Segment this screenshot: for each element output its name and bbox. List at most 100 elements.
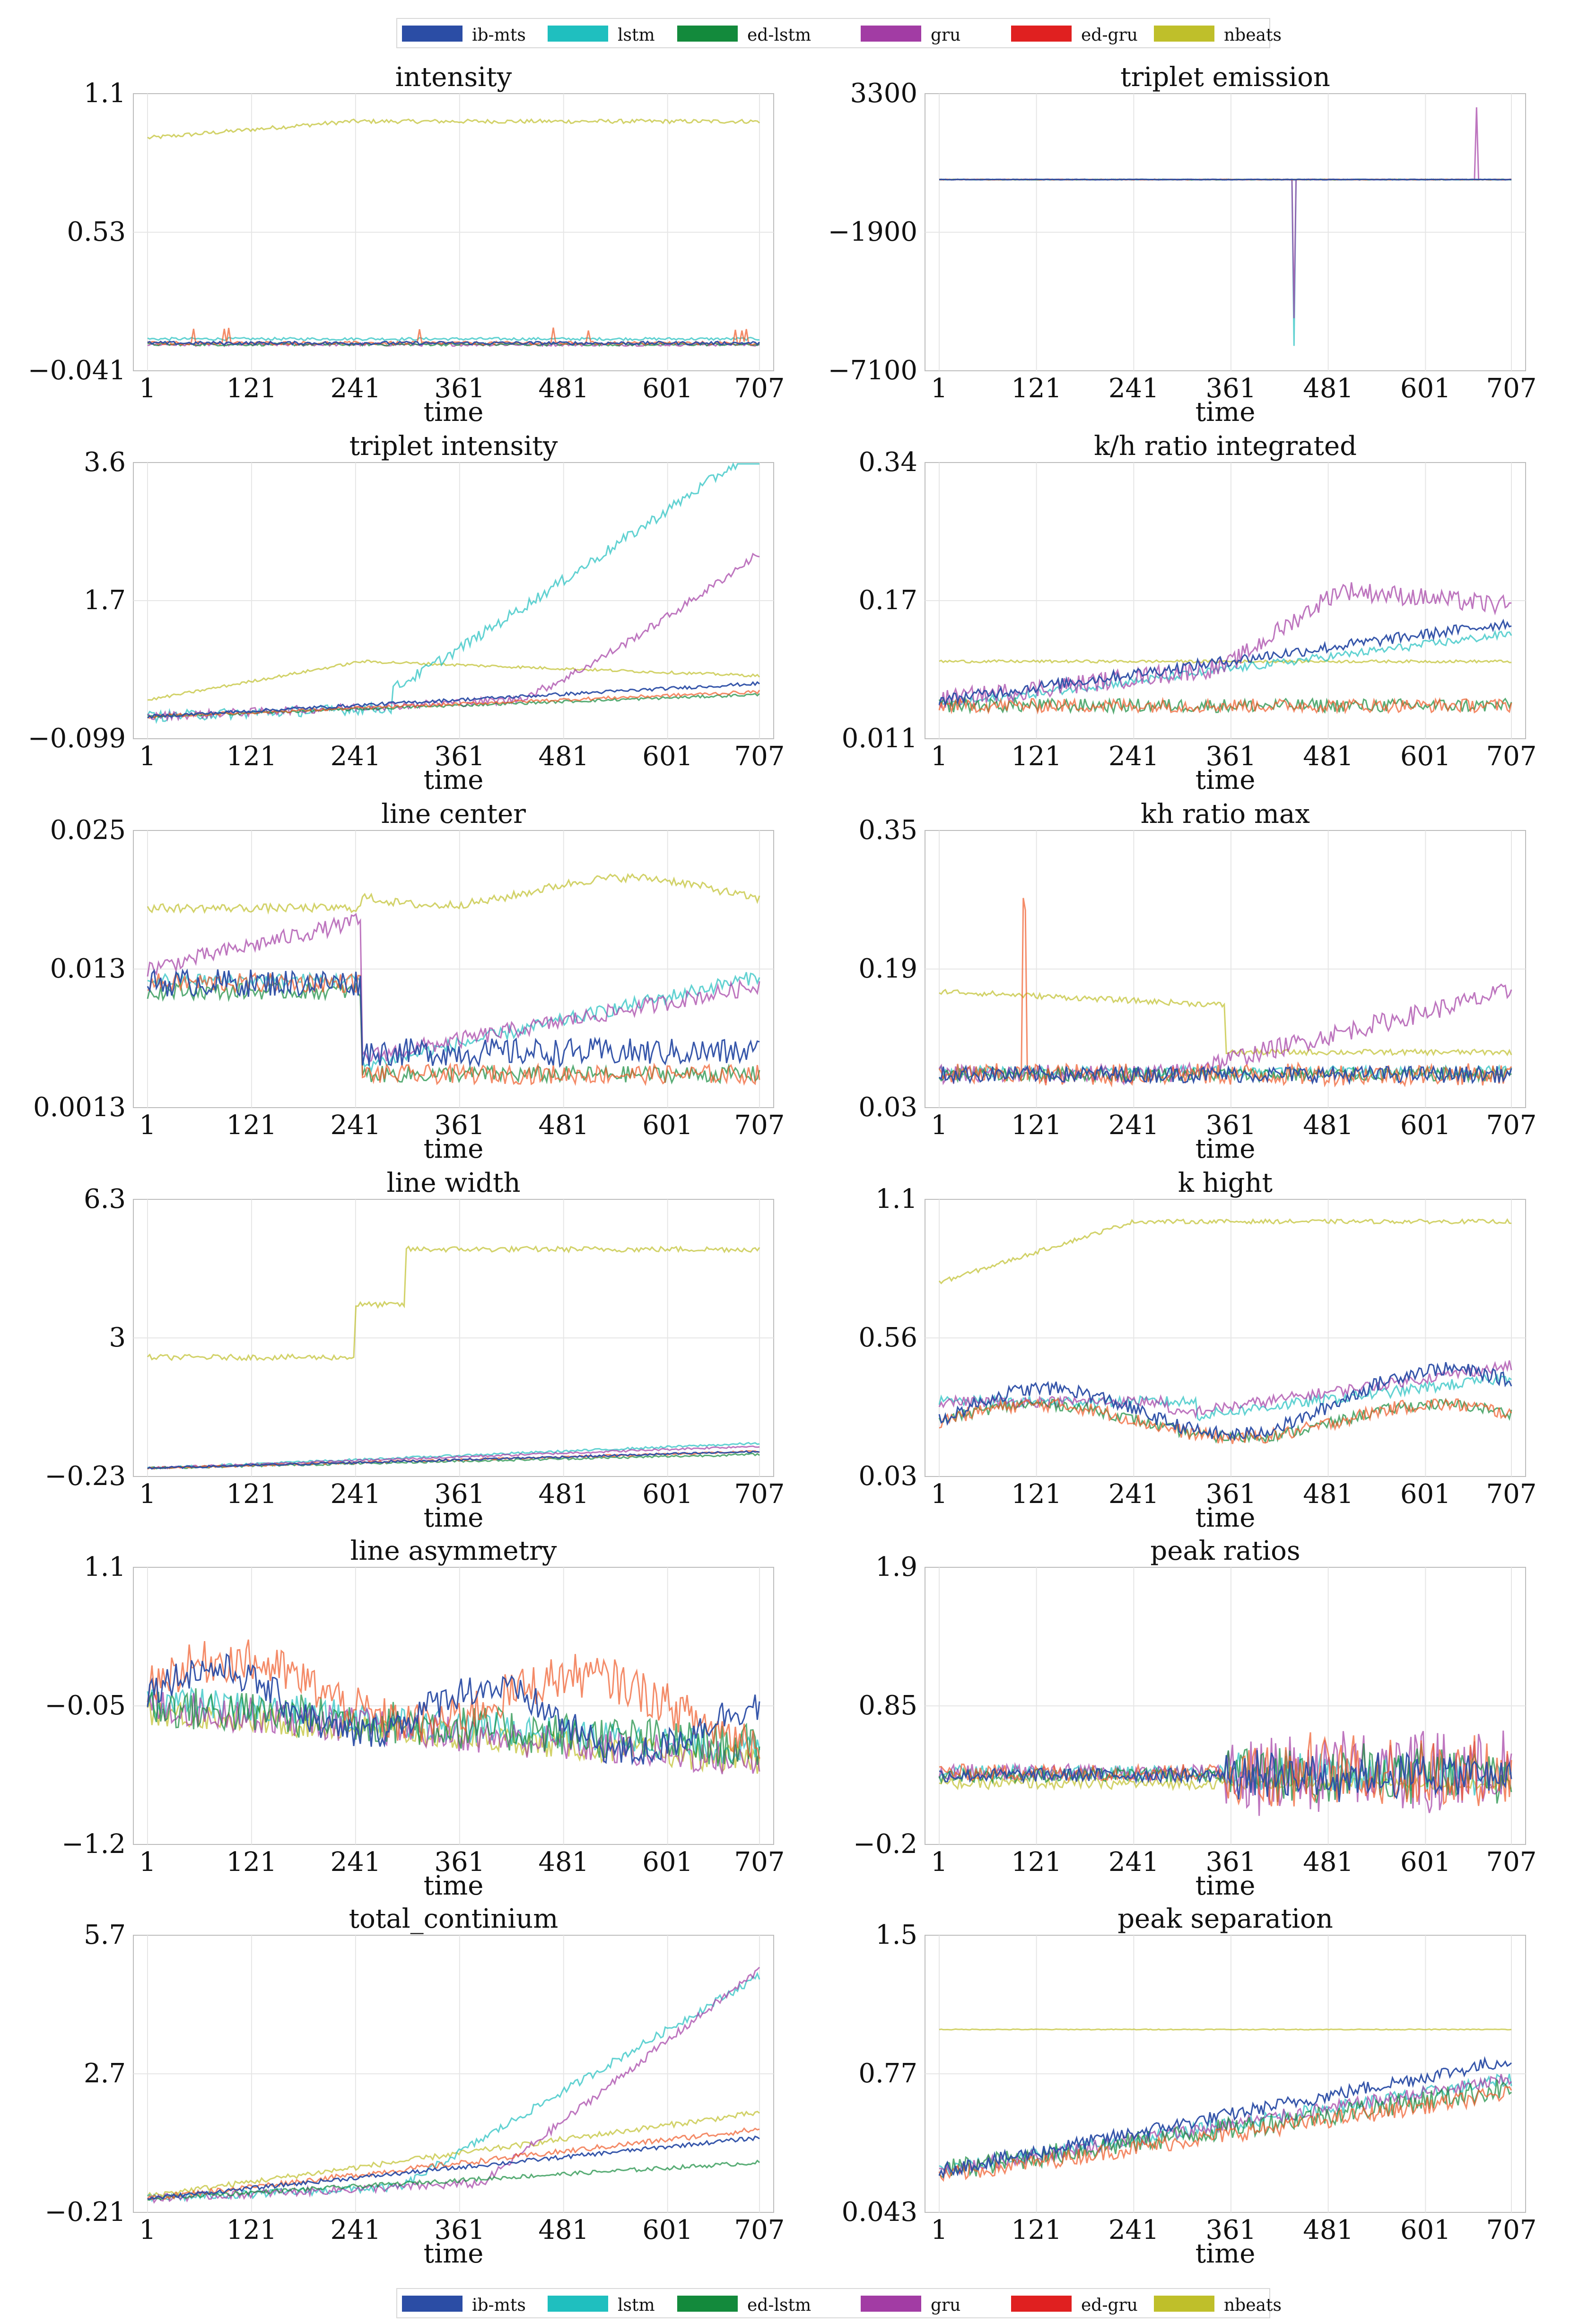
x-tick-label: 1 [931, 1110, 948, 1141]
legend-swatch [1011, 26, 1072, 42]
series-line-ib-mts [938, 2056, 1512, 2179]
series-line-nbeats [147, 2110, 760, 2198]
series-line-ed-gru [938, 2085, 1512, 2182]
series-line-gru [147, 1966, 760, 2204]
x-tick-label: 241 [330, 1479, 381, 1510]
series-line-gru [938, 582, 1512, 709]
y-tick-label: −1900 [828, 217, 917, 247]
x-tick-label: 361 [1206, 1847, 1257, 1878]
x-tick-label: 121 [226, 373, 277, 404]
x-tick-label: 1 [139, 741, 156, 772]
x-axis-label: time [424, 1503, 484, 1533]
legend-label: ed-gru [1081, 26, 1138, 45]
x-tick-label: 1 [139, 1110, 156, 1141]
legend-swatch [1154, 2296, 1214, 2312]
x-tick-label: 707 [734, 741, 785, 772]
y-tick-label: 0.17 [858, 585, 917, 616]
x-tick-label: 707 [1486, 373, 1537, 404]
x-tick-label: 707 [734, 1479, 785, 1510]
series-line-gru [938, 1360, 1512, 1419]
x-tick-label: 481 [538, 2215, 589, 2245]
series-line-ib-mts [939, 178, 1512, 181]
x-tick-label: 481 [538, 373, 589, 404]
series-line-ed-lstm [147, 2159, 760, 2201]
x-tick-label: 707 [734, 1847, 785, 1878]
x-tick-label: 707 [734, 1110, 785, 1141]
x-axis-label: time [1196, 397, 1256, 428]
x-tick-label: 361 [434, 373, 485, 404]
y-tick-label: −0.099 [28, 723, 126, 754]
x-tick-label: 1 [139, 2215, 156, 2245]
x-tick-label: 481 [538, 741, 589, 772]
x-tick-label: 1 [931, 1479, 948, 1510]
y-tick-label: 1.9 [875, 1552, 917, 1582]
x-tick-label: 241 [330, 2215, 381, 2245]
y-tick-label: 6.3 [84, 1184, 126, 1214]
series-line-nbeats [938, 1218, 1512, 1284]
x-tick-label: 361 [1206, 373, 1257, 404]
panel-title: intensity [395, 62, 512, 93]
panel-11: peak separation 1 121 241 361 481 601 707 0.043 0… [842, 1904, 1537, 2269]
x-tick-label: 361 [434, 1479, 485, 1510]
x-tick-label: 241 [330, 1847, 381, 1878]
x-axis-label: time [1196, 1870, 1256, 1901]
panel-8: line asymmetry 1 121 241 361 481 601 707 −1.2 −0.… [44, 1536, 785, 1901]
legend-swatch [1154, 26, 1214, 42]
panel-4: line center 1 121 241 361 481 601 707 0.0013 0.01… [33, 799, 785, 1164]
series-line-gru [147, 1445, 760, 1470]
x-tick-label: 1 [139, 1847, 156, 1878]
legend-swatch [677, 2296, 738, 2312]
x-tick-label: 241 [330, 373, 381, 404]
y-tick-label: 0.85 [858, 1690, 917, 1721]
panel-title: kh ratio max [1141, 799, 1310, 830]
y-tick-label: 0.53 [67, 217, 126, 247]
y-tick-label: 5.7 [84, 1920, 126, 1950]
y-tick-label: 0.03 [858, 1461, 917, 1492]
y-tick-label: 0.77 [858, 2058, 917, 2089]
y-tick-label: −7100 [828, 355, 917, 386]
series-line-ib-mts [147, 968, 760, 1068]
legend-label: ed-lstm [747, 26, 812, 45]
panel-title: k/h ratio integrated [1094, 431, 1357, 462]
panel-6: line width 1 121 241 361 481 601 707 −0.23 3 6.3 ti… [44, 1168, 785, 1533]
x-tick-label: 241 [1108, 1479, 1159, 1510]
legend-label: lstm [618, 26, 655, 45]
panel-7: k hight 1 121 241 361 481 601 707 0.03 0.56 1.1 tim… [858, 1168, 1536, 1533]
series-line-nbeats [147, 659, 760, 701]
x-tick-label: 707 [1486, 741, 1537, 772]
x-tick-label: 121 [1011, 1479, 1062, 1510]
panel-title: total_continium [349, 1904, 559, 1934]
legend-top: ib-mts lstm ed-lstm gru ed-gru nbeats [396, 18, 1282, 48]
y-tick-label: 0.56 [858, 1322, 917, 1353]
series-line-lstm [938, 1373, 1512, 1422]
x-tick-label: 481 [538, 1847, 589, 1878]
x-tick-label: 241 [1108, 741, 1159, 772]
series-line-ed-gru [147, 690, 760, 719]
series-line-gru [147, 1692, 760, 1774]
x-tick-label: 601 [1400, 1847, 1451, 1878]
x-tick-label: 241 [1108, 2215, 1159, 2245]
y-tick-label: 1.1 [875, 1184, 917, 1214]
x-axis-label: time [1196, 1503, 1256, 1533]
legend-swatch [861, 26, 921, 42]
y-tick-label: 0.011 [842, 723, 917, 754]
x-tick-label: 241 [1108, 1847, 1159, 1878]
panel-title: line asymmetry [350, 1536, 557, 1566]
series-line-ib-mts [939, 1063, 1512, 1085]
legend-swatch [402, 26, 463, 42]
panel-title: line width [386, 1168, 520, 1198]
panel-title: triplet emission [1120, 62, 1330, 93]
legend-swatch [402, 2296, 463, 2312]
legend-bottom: ib-mts lstm ed-lstm gru ed-gru nbeats [396, 2288, 1282, 2318]
series-line-nbeats [147, 118, 760, 140]
legend-label: gru [931, 2296, 961, 2315]
series-line-ib-mts [147, 681, 760, 719]
x-tick-label: 1 [931, 2215, 948, 2245]
series-line-gru [147, 913, 760, 1062]
legend-label: ed-gru [1081, 2296, 1138, 2315]
x-tick-label: 601 [642, 1847, 693, 1878]
y-tick-label: −0.05 [44, 1690, 126, 1721]
series-line-gru [939, 2074, 1512, 2176]
x-tick-label: 361 [1206, 741, 1257, 772]
x-tick-label: 121 [226, 1110, 277, 1141]
